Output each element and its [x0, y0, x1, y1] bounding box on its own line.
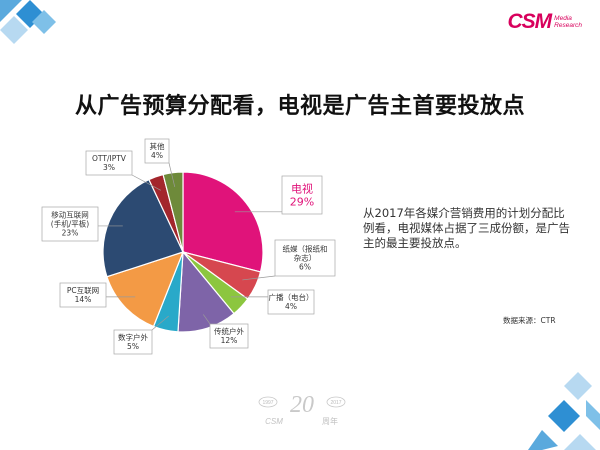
leader-line [242, 275, 276, 281]
slice-label: 广播（电台） [269, 292, 314, 302]
pie-slice [182, 171, 264, 273]
slice-value-label: 14% [75, 295, 92, 304]
brand-subtitle: Media Research [554, 15, 582, 29]
page-title: 从广告预算分配看，电视是广告主首要投放点 [74, 94, 525, 119]
slice-label: OTT/IPTV [92, 154, 127, 163]
pie-slice [177, 250, 235, 333]
top-left-decoration [0, 0, 56, 44]
leader-line [131, 174, 161, 191]
svg-text:2017: 2017 [330, 400, 341, 406]
slice-label: (手机/平板) [51, 219, 89, 229]
slice-label: 电视 [291, 181, 313, 195]
data-source: 数据来源：CTR [503, 316, 556, 325]
slice-value-label: 23% [62, 229, 79, 238]
slice-label-box [267, 289, 315, 315]
slice-label-box [59, 282, 107, 308]
slice-label: 杂志） [294, 253, 317, 263]
bottom-right-decoration [528, 372, 600, 450]
slice-value-label: 4% [285, 302, 297, 311]
slice-label-box [281, 175, 323, 215]
leader-line [168, 162, 176, 187]
pie-slice [102, 178, 184, 278]
slice-value-label: 3% [103, 163, 115, 172]
slice-label: 传统户外 [214, 326, 244, 336]
leader-line [202, 314, 211, 325]
leader-line [151, 315, 169, 331]
slice-label: PC互联网 [67, 286, 99, 295]
slice-label-box [113, 329, 153, 355]
slice-label-box [274, 239, 336, 277]
slice-label: 数字户外 [118, 332, 148, 342]
pie-slice [162, 171, 184, 253]
slice-value-label: 29% [290, 195, 314, 208]
slice-label-box [209, 323, 249, 349]
slice-label: 纸媒（报纸和 [283, 244, 328, 254]
slice-value-label: 5% [127, 342, 139, 351]
svg-text:CSM: CSM [265, 417, 283, 426]
brand-logo: CSM Media Research [508, 10, 583, 34]
slice-label: 移动互联网 [51, 210, 89, 220]
slice-label: 其他 [150, 141, 165, 151]
slice-label-box [41, 206, 99, 242]
chart-description: 从2017年各媒介营销费用的计划分配比例看，电视媒体占据了三成份额，是广告主的最… [363, 206, 570, 250]
slice-label-box [144, 138, 170, 164]
slice-value-label: 12% [221, 336, 238, 345]
slice-value-label: 4% [151, 151, 163, 160]
svg-text:20: 20 [290, 392, 314, 418]
svg-text:周年: 周年 [322, 416, 338, 426]
brand-subtitle-line: Media [554, 15, 572, 22]
brand-name: CSM [507, 10, 553, 33]
brand-subtitle-line: Research [554, 22, 582, 29]
slice-value-label: 6% [299, 263, 311, 272]
svg-text:1997: 1997 [262, 400, 273, 406]
anniversary-emblem: 1997 20 2017 CSM 周年 [258, 392, 346, 426]
slice-label-box [85, 150, 133, 176]
